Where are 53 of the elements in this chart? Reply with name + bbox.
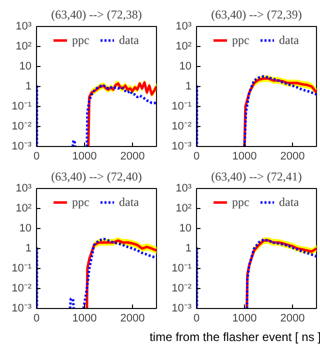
y-tick-label: 1 [25,80,32,92]
y-tick-label: 10⁻³ [172,140,192,152]
y-tick-label: 10⁻² [172,120,192,132]
y-tick-label: 1 [185,242,192,254]
y-tick-label: 10 [19,222,32,234]
x-tick-label: 2000 [120,312,145,324]
y-tick-label: 10⁻² [12,120,32,132]
x-tick-label: 0 [193,312,200,324]
y-tick-label: 10³ [176,20,192,32]
x-tick-label: 0 [33,312,40,324]
x-tick-label: 1000 [232,312,257,324]
y-tick-label: 10 [179,222,192,234]
y-tick-label: 10³ [16,182,32,194]
text: ppc [232,194,250,210]
chart-title: (63,40) --> (72,40) [51,170,142,184]
y-tick-label: 10⁻² [12,282,32,294]
y-tick-label: 10⁻¹ [12,262,32,274]
x-tick-label: 2000 [280,312,305,324]
y-tick-label: 10² [176,202,192,214]
chart-title: (63,40) --> (72,41) [211,170,302,184]
x-tick-label: 0 [33,150,40,162]
x-tick-label: 1000 [72,150,97,162]
y-tick-label: 10⁻³ [12,140,32,152]
x-tick-label: 2000 [280,150,305,162]
y-tick-label: 10² [176,40,192,52]
x-tick-label: 2000 [120,150,145,162]
y-tick-label: 10³ [16,20,32,32]
legend-label: data [279,194,299,210]
y-tick-label: 10 [19,60,32,72]
y-tick-label: 10² [16,40,32,52]
legend-label: data [119,194,139,210]
y-tick-label: 10⁻¹ [12,100,32,112]
y-tick-label: 10³ [176,182,192,194]
y-tick-label: 1 [185,80,192,92]
y-tick-label: 10 [179,60,192,72]
chart-title: (63,40) --> (72,38) [51,8,142,22]
y-tick-label: 10⁻³ [172,302,192,314]
x-tick-label: 1000 [72,312,97,324]
chart-title: (63,40) --> (72,39) [211,8,302,22]
y-tick-label: 10⁻¹ [172,262,192,274]
y-tick-label: 10⁻³ [12,302,32,314]
x-tick-label: 1000 [232,150,257,162]
y-tick-label: 10⁻² [172,282,192,294]
text: ppc [232,32,250,48]
y-tick-label: 10⁻¹ [172,100,192,112]
legend-label: ppc [72,194,90,210]
legend-label: ppc [72,32,90,48]
legend-label: data [119,32,139,48]
x-axis-title: time from the flasher event [ ns ] [150,329,320,346]
x-tick-label: 0 [193,150,200,162]
y-tick-label: 10² [16,202,32,214]
y-tick-label: 1 [25,242,32,254]
legend-label: data [279,32,299,48]
